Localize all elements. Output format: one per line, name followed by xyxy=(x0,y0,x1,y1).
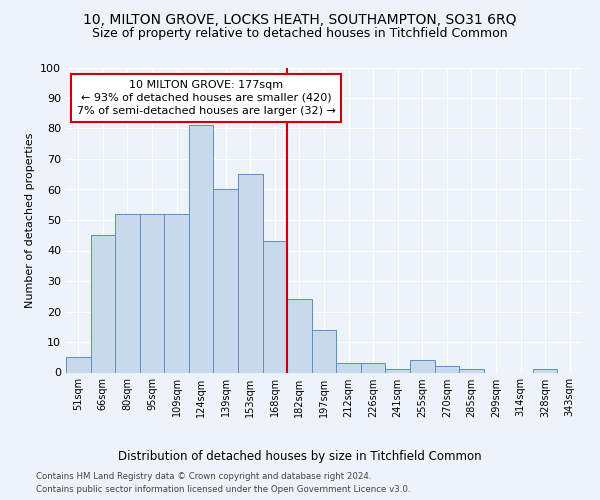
Text: 10 MILTON GROVE: 177sqm
← 93% of detached houses are smaller (420)
7% of semi-de: 10 MILTON GROVE: 177sqm ← 93% of detache… xyxy=(77,80,335,116)
Text: Contains HM Land Registry data © Crown copyright and database right 2024.: Contains HM Land Registry data © Crown c… xyxy=(36,472,371,481)
Bar xyxy=(238,174,263,372)
Bar xyxy=(336,364,361,372)
Bar xyxy=(385,370,410,372)
Bar xyxy=(189,126,214,372)
Text: 10, MILTON GROVE, LOCKS HEATH, SOUTHAMPTON, SO31 6RQ: 10, MILTON GROVE, LOCKS HEATH, SOUTHAMPT… xyxy=(83,12,517,26)
Bar xyxy=(361,364,385,372)
Bar xyxy=(66,357,91,372)
Bar xyxy=(533,370,557,372)
Text: Size of property relative to detached houses in Titchfield Common: Size of property relative to detached ho… xyxy=(92,28,508,40)
Bar xyxy=(410,360,434,372)
Text: Contains public sector information licensed under the Open Government Licence v3: Contains public sector information licen… xyxy=(36,485,410,494)
Text: Distribution of detached houses by size in Titchfield Common: Distribution of detached houses by size … xyxy=(118,450,482,463)
Bar xyxy=(214,190,238,372)
Bar xyxy=(164,214,189,372)
Bar xyxy=(287,300,312,372)
Bar xyxy=(263,242,287,372)
Bar xyxy=(91,236,115,372)
Bar xyxy=(140,214,164,372)
Bar xyxy=(459,370,484,372)
Bar xyxy=(434,366,459,372)
Bar xyxy=(312,330,336,372)
Y-axis label: Number of detached properties: Number of detached properties xyxy=(25,132,35,308)
Bar xyxy=(115,214,140,372)
